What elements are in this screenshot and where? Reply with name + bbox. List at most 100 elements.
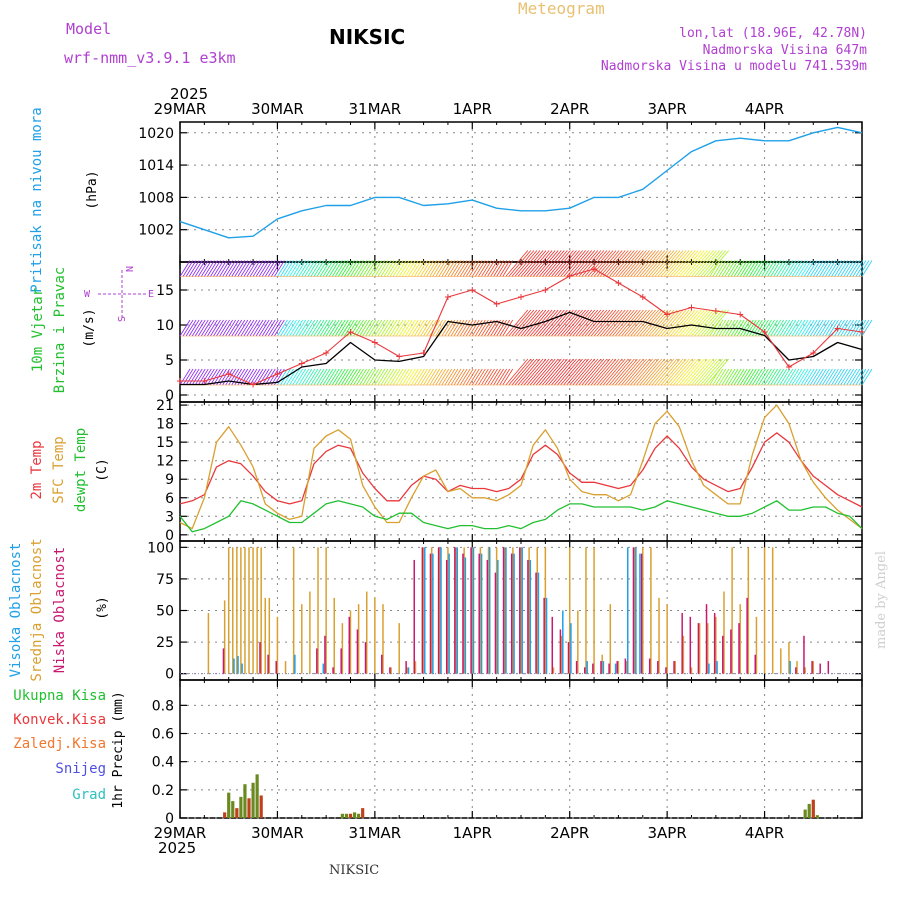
wind-barb bbox=[779, 368, 791, 386]
temperature-ytick-label: 9 bbox=[165, 472, 174, 488]
wind-barb bbox=[465, 319, 477, 337]
wind-barb bbox=[745, 319, 757, 337]
wind-barb bbox=[277, 319, 288, 337]
wind-barb bbox=[840, 260, 852, 277]
wind-barb bbox=[663, 358, 687, 386]
wind-barb bbox=[237, 260, 249, 277]
wind-barb bbox=[618, 250, 641, 277]
wind-barb bbox=[618, 358, 641, 386]
wind-title-1: 10m Vjetar bbox=[30, 288, 46, 372]
temperature-ytick-label: 6 bbox=[165, 491, 174, 507]
pressure-ytick-label: 1008 bbox=[138, 190, 174, 206]
wind-barb bbox=[849, 319, 861, 337]
wind-barb bbox=[825, 319, 836, 337]
wind-barb bbox=[200, 260, 212, 277]
wind-barb bbox=[779, 260, 791, 277]
wind-barb bbox=[432, 260, 444, 277]
wind-barb bbox=[261, 260, 273, 277]
temp-label-2: SFC Temp bbox=[51, 436, 67, 503]
wind-barb bbox=[846, 260, 858, 277]
wind-barb bbox=[371, 260, 383, 277]
wind-barb bbox=[240, 319, 252, 337]
wind-barb bbox=[736, 260, 748, 277]
wind-barb bbox=[216, 319, 227, 337]
wind-barb bbox=[481, 260, 492, 277]
wind-barb bbox=[264, 260, 276, 277]
wind-barb bbox=[334, 368, 346, 386]
precip-bar bbox=[803, 809, 807, 818]
wind-barb bbox=[210, 319, 221, 337]
clouds-panel: 0 25 50 75 100 bbox=[147, 540, 863, 683]
wind-barb bbox=[791, 260, 803, 277]
wind-barb bbox=[825, 368, 836, 386]
wind-barb bbox=[739, 260, 751, 277]
wind-barb bbox=[581, 250, 605, 277]
wind-barb bbox=[785, 368, 797, 386]
wind-barb bbox=[511, 250, 535, 277]
wind-barb bbox=[761, 368, 772, 386]
wind-barb bbox=[468, 368, 480, 386]
wind-barb bbox=[429, 260, 440, 277]
precip-bar bbox=[235, 808, 239, 818]
wind-barb bbox=[210, 260, 221, 277]
top-year: 2025 bbox=[170, 85, 208, 103]
wind-barb bbox=[210, 368, 221, 386]
wind-barb bbox=[423, 368, 434, 386]
wind-barb bbox=[347, 368, 358, 386]
wind-barb bbox=[344, 319, 355, 337]
wind-barb bbox=[307, 260, 319, 277]
wind-barb bbox=[703, 250, 726, 277]
wind-barb bbox=[447, 368, 459, 386]
wind-barb bbox=[538, 309, 562, 337]
wind-barb bbox=[605, 358, 629, 386]
clouds-ytick-label: 0 bbox=[165, 667, 174, 683]
wind-barb bbox=[697, 250, 720, 277]
wind-barb bbox=[688, 250, 711, 277]
wind-barb bbox=[520, 309, 544, 337]
wind-barb bbox=[803, 319, 815, 337]
wind-barb bbox=[313, 368, 325, 386]
wind-barb bbox=[222, 260, 233, 277]
wind-barb bbox=[587, 358, 611, 386]
wind-barb bbox=[331, 319, 343, 337]
wind-barb bbox=[752, 260, 763, 277]
wind-barb bbox=[487, 368, 498, 386]
wind-barb bbox=[526, 358, 550, 386]
pressure-unit-group: (hPa) bbox=[85, 170, 100, 209]
wind-barb bbox=[435, 260, 447, 277]
compass-n: N bbox=[123, 266, 134, 272]
wind-barb bbox=[605, 250, 629, 277]
wind-barb bbox=[438, 260, 450, 277]
wind-barb bbox=[243, 368, 255, 386]
wind-barb bbox=[328, 260, 340, 277]
wind-barb bbox=[523, 358, 547, 386]
top-date-label: 1APR bbox=[453, 100, 492, 118]
wind-barb bbox=[584, 358, 608, 386]
wind-barb bbox=[642, 309, 666, 337]
wind-barb bbox=[386, 368, 398, 386]
wind-barb bbox=[852, 368, 864, 386]
wind-barb bbox=[535, 358, 559, 386]
wind-barb bbox=[334, 319, 346, 337]
wind-barb bbox=[426, 260, 437, 277]
wind-barb bbox=[401, 260, 413, 277]
wind-barb bbox=[852, 260, 864, 277]
wind-barb bbox=[657, 250, 681, 277]
wind-panel: 0 5 10 15 bbox=[156, 250, 873, 404]
wind-barb bbox=[682, 309, 705, 337]
wind-barb bbox=[694, 358, 717, 386]
wind-barb bbox=[401, 368, 413, 386]
wind-barb bbox=[849, 368, 861, 386]
wind-barb bbox=[532, 358, 556, 386]
wind-barb bbox=[462, 368, 474, 386]
temperature-ytick-label: 3 bbox=[165, 509, 174, 525]
wind-barb bbox=[642, 358, 666, 386]
wind-barb bbox=[191, 260, 203, 277]
wind-barb bbox=[292, 260, 303, 277]
wind-barb bbox=[767, 368, 778, 386]
clouds-ytick-label: 25 bbox=[156, 635, 174, 651]
wind-barb bbox=[633, 358, 656, 386]
wind-barb bbox=[563, 250, 586, 277]
wind-barb bbox=[645, 250, 669, 277]
model-name: wrf-nmm_v3.9.1 e3km bbox=[64, 49, 236, 67]
